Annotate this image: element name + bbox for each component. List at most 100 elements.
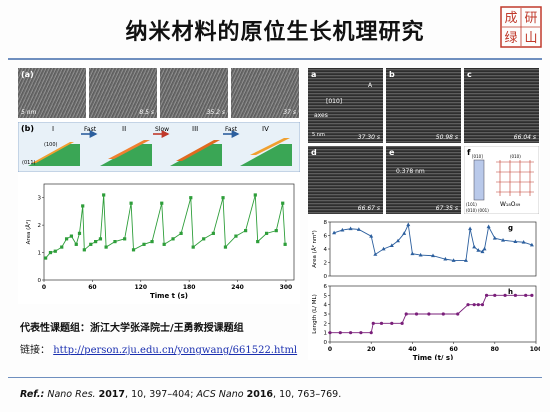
right-figure: a 37.30 s [010] axes A 5 nm b 50.98 s c … [308,68,540,360]
panel-g-label: g [508,224,513,232]
data-point [94,240,98,244]
data-point [427,312,431,316]
data-point [332,230,337,235]
data-point [74,242,78,246]
facet-label: (100) [44,142,57,148]
ref-prefix: Ref.: [20,389,45,400]
data-point [202,237,206,241]
tem-label: c [467,70,472,79]
data-point [102,193,106,197]
data-point [69,234,74,238]
research-seal-logo: 成 研 绿 山 [500,6,542,48]
data-point [328,331,332,335]
data-point [476,303,480,307]
x-tick-label: 0 [328,346,332,353]
link-row: 链接： http://person.zju.edu.cn/yongwang/66… [20,341,297,356]
data-point [406,222,411,227]
panel-h-label: h [508,288,513,296]
seal-char: 研 [524,11,537,26]
data-point [414,312,419,316]
data-point [256,240,260,244]
frame-label: II [122,125,126,133]
direction-label: (010) [466,208,477,213]
frame-time: 50.98 s [435,134,458,141]
frame-time: 35.2 s [206,109,225,116]
x-tick-label: 300 [280,284,293,291]
tem-frame: a 37.30 s [010] axes A 5 nm [308,68,383,143]
data-point [466,303,470,307]
frame-label: IV [262,125,269,133]
y-tick-label: 1 [38,251,42,257]
frame-time: 66.04 s [513,134,536,141]
data-point [484,293,489,297]
data-point [53,249,57,253]
data-point [463,258,468,262]
ref-journal-2: ACS Nano [196,389,244,400]
schematic-step [240,138,292,166]
tem-label: a [311,70,317,79]
data-point [64,237,69,241]
y-tick-label: 2 [38,223,42,229]
schematic-step [28,142,80,166]
data-point [113,240,117,244]
data-point [410,251,415,256]
panel-a-label: (a) [21,70,34,79]
schematic-step [170,140,222,166]
direction-label: (001) [478,208,489,213]
group-link[interactable]: http://person.zju.edu.cn/yongwang/661522… [53,345,298,356]
data-point [223,245,228,249]
x-tick-label: 80 [491,346,499,353]
data-point [451,258,456,262]
tem-frame: d 66.67 s [308,146,383,214]
data-point [340,227,345,232]
data-point [373,252,378,256]
data-point [441,312,445,316]
data-point [221,196,225,200]
frame-label: I [52,125,54,133]
seal-char: 山 [524,31,537,46]
data-point [431,253,435,258]
data-point [468,226,473,231]
crystal-structure-diagram: f W₁₈O₄₉ [010] (010) (101) (001) (010) [464,146,539,214]
data-point [234,234,238,238]
y-tick-label: 5 [324,293,328,299]
data-point [283,242,287,246]
data-point [472,303,476,307]
tem-frame: (a) 5 nm [18,68,86,118]
divider-top [8,58,542,60]
data-point [503,293,507,297]
y-tick-label: 4 [324,247,328,253]
y-axis-label: Length (L/ ML) [312,294,318,334]
y-tick-label: 6 [324,234,328,240]
data-point [338,331,342,335]
data-point [281,201,285,205]
facet-label: (011) [22,160,35,166]
data-point [492,236,497,240]
y-tick-label: 0 [38,278,42,284]
data-point [476,248,481,252]
direction-label: (101) [466,202,477,207]
y-tick-label: 4 [324,303,328,309]
data-point [244,229,248,233]
panel-b-label: (b) [21,124,34,133]
page-title: 纳米材料的原位生长机理研究 [125,19,425,45]
x-tick-label: 40 [408,346,416,353]
data-point [264,231,269,235]
growth-schematic: (b) Fast [18,122,300,172]
data-point [150,240,154,244]
scale-bar-label: 5 nm [21,109,37,116]
data-point [82,248,86,252]
arrow-label: Fast [225,126,238,133]
y-tick-label: 8 [324,220,328,226]
data-point [179,231,183,235]
ref-volume-2: , 10, 763–769. [273,389,342,400]
x-tick-label: 20 [367,346,375,353]
data-point [253,193,257,197]
data-point [480,249,485,254]
data-point [89,242,93,246]
data-point [404,312,408,316]
y-axis-label: Area (Å²) [25,220,32,245]
data-point [189,196,193,200]
